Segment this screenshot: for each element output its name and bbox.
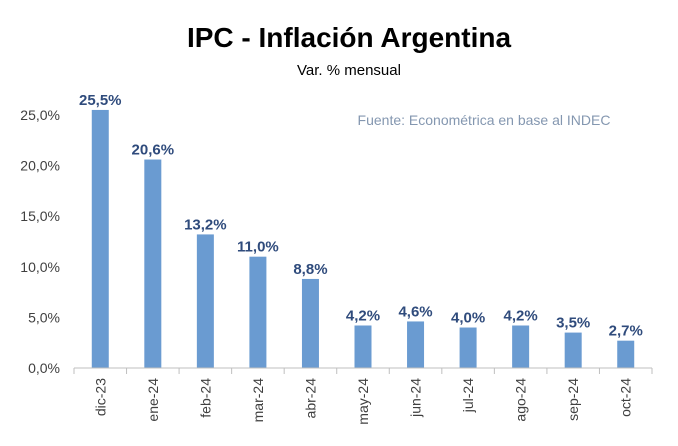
data-label: 11,0% xyxy=(237,239,279,256)
bar xyxy=(459,327,477,368)
x-tick-label: may-24 xyxy=(355,378,371,425)
y-tick-label: 15,0% xyxy=(20,208,60,224)
bar xyxy=(354,325,372,368)
bar xyxy=(249,256,267,368)
bar-series: 25,5% 20,6% 13,2% 11,0% 8,8% 4,2% 4,6% 4,0% 4,2%… xyxy=(79,92,643,368)
chart-title: IPC - Inflación Argentina xyxy=(186,22,512,53)
data-label: 3,5% xyxy=(556,315,590,332)
x-tick-label: ene-24 xyxy=(145,378,161,422)
x-tick-label: ago-24 xyxy=(513,378,529,422)
y-tick-label: 5,0% xyxy=(28,309,60,325)
x-tick-label: mar-24 xyxy=(250,378,266,423)
data-label: 4,2% xyxy=(504,307,538,324)
bar xyxy=(617,340,635,368)
x-tick-label: abr-24 xyxy=(302,378,318,419)
x-tick-label: sep-24 xyxy=(565,378,581,421)
x-axis: dic-23 ene-24 feb-24 mar-24 abr-24 may-24 jun-… xyxy=(73,367,653,425)
x-tick-label: jun-24 xyxy=(408,378,424,418)
y-tick-label: 10,0% xyxy=(20,259,60,275)
data-label: 4,2% xyxy=(346,307,380,324)
data-label: 4,6% xyxy=(398,303,432,320)
y-axis: 0,0% 5,0% 10,0% 15,0% 20,0% 25,0% xyxy=(20,107,60,376)
y-tick-label: 25,0% xyxy=(20,107,60,123)
x-tick-label: dic-23 xyxy=(92,378,108,416)
data-label: 8,8% xyxy=(293,261,327,278)
bar xyxy=(91,109,109,368)
bar xyxy=(144,159,162,368)
data-label: 20,6% xyxy=(132,142,175,159)
chart-subtitle: Var. % mensual xyxy=(297,62,401,79)
data-label: 13,2% xyxy=(184,216,227,233)
y-tick-label: 0,0% xyxy=(28,360,60,376)
bar xyxy=(196,234,214,368)
bar xyxy=(564,332,582,368)
source-annotation: Fuente: Econométrica en base al INDEC xyxy=(358,112,611,128)
y-tick-label: 20,0% xyxy=(20,158,60,174)
x-tick-label: oct-24 xyxy=(618,378,634,417)
data-label: 2,7% xyxy=(609,323,643,340)
data-label: 25,5% xyxy=(79,92,122,109)
bar xyxy=(407,321,425,368)
x-tick-label: feb-24 xyxy=(197,378,213,418)
x-tick-label: jul-24 xyxy=(460,378,476,413)
data-label: 4,0% xyxy=(451,310,485,327)
bar xyxy=(301,278,319,368)
bar xyxy=(512,325,530,368)
